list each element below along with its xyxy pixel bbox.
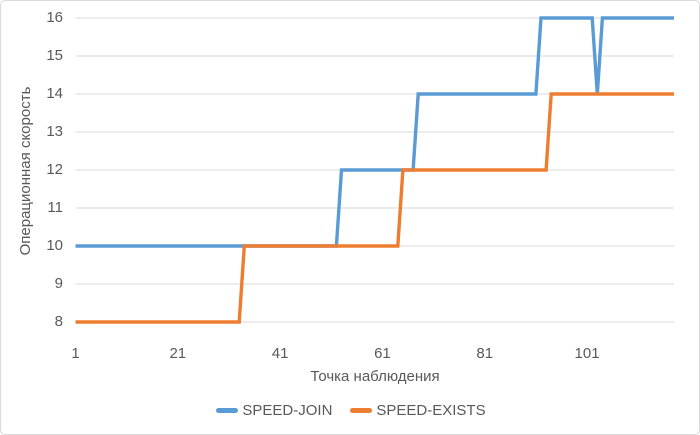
y-tick-label: 10: [46, 237, 63, 254]
y-tick-label: 11: [47, 199, 63, 216]
legend-line-swatch: [350, 407, 373, 413]
y-tick-label: 16: [46, 9, 63, 26]
x-axis-title: Точка наблюдения: [310, 368, 440, 385]
y-axis-title: Операционная скорость: [17, 86, 34, 256]
x-tick-label: 41: [271, 345, 289, 362]
series-line-speed-join: [75, 16, 674, 248]
x-tick-label: 81: [476, 345, 494, 362]
x-tick-label: 21: [169, 345, 187, 362]
legend-label: SPEED-JOIN: [242, 401, 333, 419]
x-tick-label: 1: [71, 345, 80, 362]
y-tick-label: 12: [46, 161, 63, 178]
legend-line-swatch: [216, 407, 239, 413]
legend-item-speed-join: SPEED-JOIN: [216, 402, 332, 419]
legend-item-speed-exists: SPEED-EXISTS: [350, 401, 486, 419]
y-tick-label: 8: [54, 313, 63, 330]
x-tick-label: 101: [574, 345, 600, 362]
y-tick-label: 14: [46, 85, 63, 102]
x-tick-label: 61: [374, 345, 391, 362]
legend: SPEED-JOIN SPEED-EXISTS: [1, 399, 699, 421]
series-line-speed-exists: [75, 92, 674, 324]
legend-label: SPEED-EXISTS: [376, 401, 486, 419]
y-tick-label: 9: [54, 275, 63, 292]
y-tick-label: 15: [46, 47, 63, 64]
y-tick-label: 13: [46, 123, 63, 140]
